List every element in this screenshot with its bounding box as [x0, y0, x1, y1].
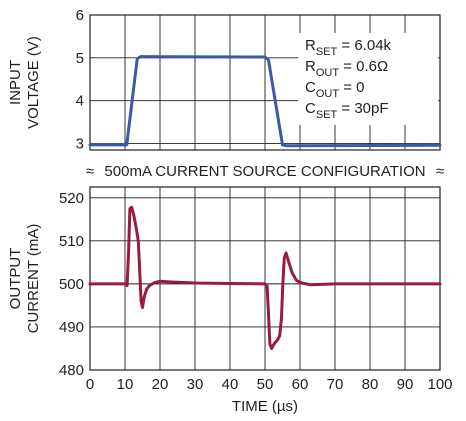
separator-band	[76, 158, 454, 180]
axis-break-symbol-right: ≈	[436, 163, 444, 180]
y-axis-label: OUTPUT	[7, 248, 24, 310]
x-tick-label: 0	[86, 376, 94, 393]
x-tick-label: 40	[222, 376, 239, 393]
y-tick-label: 480	[59, 362, 84, 379]
annotation-subscript: OUT	[316, 67, 340, 79]
y-tick-label: 6	[76, 7, 84, 24]
series-line-1	[88, 55, 442, 148]
y-axis-label: VOLTAGE (V)	[25, 36, 42, 129]
annotation-subscript: OUT	[316, 88, 340, 100]
axis-break-symbol-left: ≈	[86, 163, 94, 180]
y-tick-label: 5	[76, 50, 84, 67]
annotation-line: ROUT = 0.6Ω	[305, 58, 388, 79]
annotation-symbol: C	[305, 79, 316, 96]
annotation-line: CSET = 30pF	[305, 100, 389, 121]
x-tick-label: 90	[397, 376, 414, 393]
annotation-symbol: R	[305, 37, 316, 54]
annotation-subscript: SET	[316, 46, 338, 58]
x-tick-label: 50	[257, 376, 274, 393]
annotation-value: = 0.6Ω	[339, 58, 388, 75]
annotation-value: = 0	[339, 79, 364, 96]
annotation-value: = 6.04k	[337, 37, 391, 54]
x-tick-label: 10	[117, 376, 134, 393]
section-heading: 500mA CURRENT SOURCE CONFIGURATION	[104, 163, 425, 180]
y-tick-label: 510	[59, 233, 84, 250]
annotation-subscript: SET	[316, 109, 338, 121]
annotation-line: COUT = 0	[305, 79, 365, 100]
y-tick-label: 3	[76, 136, 84, 153]
x-axis-label: TIME (µs)	[232, 398, 298, 415]
y-tick-label: 500	[59, 276, 84, 293]
y-tick-label: 490	[59, 319, 84, 336]
y-tick-label: 520	[59, 190, 84, 207]
y-axis-label: CURRENT (mA)	[25, 224, 42, 334]
annotation-box	[298, 33, 438, 125]
annotation-symbol: C	[305, 100, 316, 117]
annotation-symbol: R	[305, 58, 316, 75]
annotation-value: = 30pF	[337, 100, 388, 117]
y-axis-label: INPUT	[7, 60, 24, 105]
x-tick-label: 80	[362, 376, 379, 393]
x-tick-label: 20	[152, 376, 169, 393]
y-tick-label: 4	[76, 93, 84, 110]
x-tick-label: 70	[327, 376, 344, 393]
x-tick-label: 100	[427, 376, 452, 393]
series-line-2	[88, 205, 442, 350]
x-tick-label: 30	[187, 376, 204, 393]
annotation-line: RSET = 6.04k	[305, 37, 392, 58]
x-tick-label: 60	[292, 376, 309, 393]
